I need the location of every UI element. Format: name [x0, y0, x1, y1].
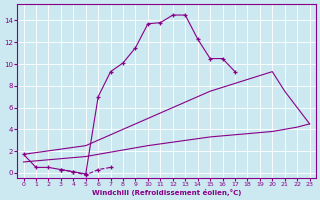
- X-axis label: Windchill (Refroidissement éolien,°C): Windchill (Refroidissement éolien,°C): [92, 189, 241, 196]
